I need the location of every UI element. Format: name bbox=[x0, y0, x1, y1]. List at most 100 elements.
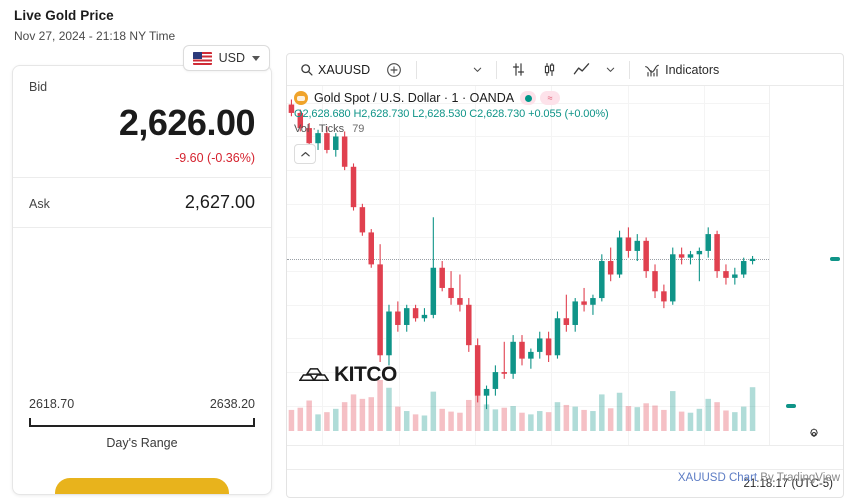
gridline bbox=[287, 271, 769, 273]
range-button-YTD[interactable] bbox=[372, 481, 384, 487]
volume-label: Vol · Ticks bbox=[294, 123, 345, 135]
ask-row: Ask 2,627.00 bbox=[29, 178, 255, 213]
chart-legend: Gold Spot / U.S. Dollar · 1 · OANDA ≈ O2… bbox=[294, 91, 609, 135]
gridline-vertical bbox=[703, 86, 705, 445]
page-timestamp: Nov 27, 2024 - 21:18 NY Time bbox=[14, 29, 176, 43]
days-range: 2618.70 2638.20 Day's Range bbox=[29, 397, 255, 450]
unit-row bbox=[29, 255, 255, 266]
unit-row bbox=[29, 244, 255, 255]
chart-panel: XAUUSD bbox=[282, 43, 850, 498]
gridline bbox=[287, 136, 769, 138]
gridline bbox=[287, 405, 769, 407]
range-button-1Y[interactable] bbox=[387, 481, 399, 487]
chart-plot-area[interactable]: Gold Spot / U.S. Dollar · 1 · OANDA ≈ O2… bbox=[287, 86, 769, 445]
bid-label: Bid bbox=[29, 80, 48, 94]
attribution-link[interactable]: XAUUSD Chart bbox=[677, 472, 758, 484]
gridline-vertical bbox=[475, 86, 476, 445]
candlestick-icon[interactable] bbox=[535, 58, 564, 81]
range-low: 2618.70 bbox=[29, 397, 75, 411]
line-chart-icon[interactable] bbox=[566, 57, 597, 82]
ohlc-values: O2,628.680 H2,628.730 L2,628.530 C2,628.… bbox=[294, 108, 609, 120]
attribution-suffix: By TradingView bbox=[757, 472, 840, 484]
gridline-vertical bbox=[551, 86, 553, 445]
collapse-legend-button[interactable] bbox=[294, 144, 316, 164]
price-change: -9.60 (-0.36%) bbox=[175, 151, 255, 165]
gold-bar-icon bbox=[294, 91, 308, 105]
plus-circle-icon bbox=[386, 62, 402, 78]
indicators-button[interactable]: Indicators bbox=[637, 58, 726, 82]
timeframe-1h[interactable] bbox=[452, 66, 464, 74]
market-open-dot-icon bbox=[520, 91, 537, 105]
ask-label: Ask bbox=[29, 197, 50, 211]
timeframe-30m[interactable] bbox=[438, 66, 450, 74]
volume-value: 79 bbox=[352, 123, 365, 135]
toolbar-divider bbox=[496, 60, 498, 79]
price-axis[interactable] bbox=[769, 86, 843, 445]
price-panel: USD Bid 2,626.00 -9.60 (-0.36%) Ask 2,62… bbox=[0, 43, 282, 498]
kitco-watermark-text: KITCO bbox=[334, 363, 397, 386]
chart-toolbar: XAUUSD bbox=[287, 54, 843, 86]
main-layout: USD Bid 2,626.00 -9.60 (-0.36%) Ask 2,62… bbox=[0, 43, 850, 498]
symbol-label: XAUUSD bbox=[318, 62, 371, 77]
range-bar bbox=[29, 418, 255, 427]
add-symbol-button[interactable] bbox=[379, 58, 409, 82]
candlestick-series bbox=[288, 99, 756, 431]
gridline-vertical bbox=[398, 86, 400, 445]
time-axis[interactable] bbox=[287, 445, 843, 469]
range-button-1M[interactable] bbox=[327, 481, 339, 487]
divider bbox=[13, 177, 271, 178]
range-button-All[interactable] bbox=[417, 481, 429, 487]
search-icon bbox=[300, 63, 313, 76]
gridline bbox=[287, 338, 769, 340]
kitco-watermark: KITCO bbox=[299, 363, 397, 387]
gridline bbox=[287, 304, 769, 306]
volume-badge bbox=[786, 403, 796, 408]
toolbar-divider bbox=[629, 60, 631, 79]
tradingview-widget: XAUUSD bbox=[286, 53, 844, 498]
chevron-down-icon bbox=[252, 55, 260, 61]
tradingview-attribution[interactable]: XAUUSD Chart By TradingView bbox=[678, 472, 840, 484]
gear-icon[interactable] bbox=[807, 427, 821, 441]
chevron-down-icon[interactable] bbox=[466, 60, 489, 79]
divider bbox=[13, 227, 271, 228]
kitco-gold-bars-icon bbox=[299, 365, 329, 385]
current-price-badge bbox=[830, 256, 840, 261]
realtime-wave-icon: ≈ bbox=[540, 91, 561, 105]
chart-body: Gold Spot / U.S. Dollar · 1 · OANDA ≈ O2… bbox=[287, 86, 843, 445]
range-button-1D[interactable] bbox=[297, 481, 309, 487]
gridline bbox=[287, 237, 769, 239]
gridline bbox=[287, 203, 769, 205]
market-status-group: ≈ bbox=[520, 91, 561, 105]
toolbar-divider bbox=[416, 60, 418, 79]
timeframe-group bbox=[424, 66, 464, 74]
range-high: 2638.20 bbox=[209, 397, 255, 411]
price-card: Bid 2,626.00 -9.60 (-0.36%) Ask 2,627.00… bbox=[12, 65, 272, 495]
unit-row bbox=[29, 288, 255, 299]
range-button-5Y[interactable] bbox=[402, 481, 414, 487]
gridline bbox=[287, 372, 769, 374]
unit-row bbox=[29, 266, 255, 277]
timeframe-1m[interactable] bbox=[424, 66, 436, 74]
current-price-line bbox=[287, 258, 769, 260]
page-title: Live Gold Price bbox=[14, 8, 114, 23]
symbol-search[interactable]: XAUUSD bbox=[293, 59, 377, 81]
chevron-up-icon bbox=[300, 152, 310, 157]
page-header: Live Gold Price Nov 27, 2024 - 21:18 NY … bbox=[0, 0, 850, 43]
volume-legend: Vol · Ticks 79 bbox=[294, 123, 609, 135]
ask-value: 2,627.00 bbox=[184, 192, 255, 212]
unit-price-table bbox=[29, 244, 255, 310]
gridline bbox=[287, 170, 769, 172]
indicators-label: Indicators bbox=[665, 62, 720, 77]
gridline-vertical bbox=[627, 86, 629, 445]
chevron-down-icon[interactable] bbox=[599, 60, 622, 79]
adjustments-icon[interactable] bbox=[504, 58, 533, 81]
gridline-vertical bbox=[322, 86, 324, 445]
chart-title: Gold Spot / U.S. Dollar · 1 · OANDA bbox=[314, 91, 515, 105]
range-button-3M[interactable] bbox=[342, 481, 354, 487]
unit-row bbox=[29, 299, 255, 310]
currency-selector[interactable]: USD bbox=[182, 45, 270, 71]
range-button-5D[interactable] bbox=[312, 481, 324, 487]
range-selector bbox=[297, 481, 429, 487]
unit-row bbox=[29, 277, 255, 288]
range-button-6M[interactable] bbox=[357, 481, 369, 487]
